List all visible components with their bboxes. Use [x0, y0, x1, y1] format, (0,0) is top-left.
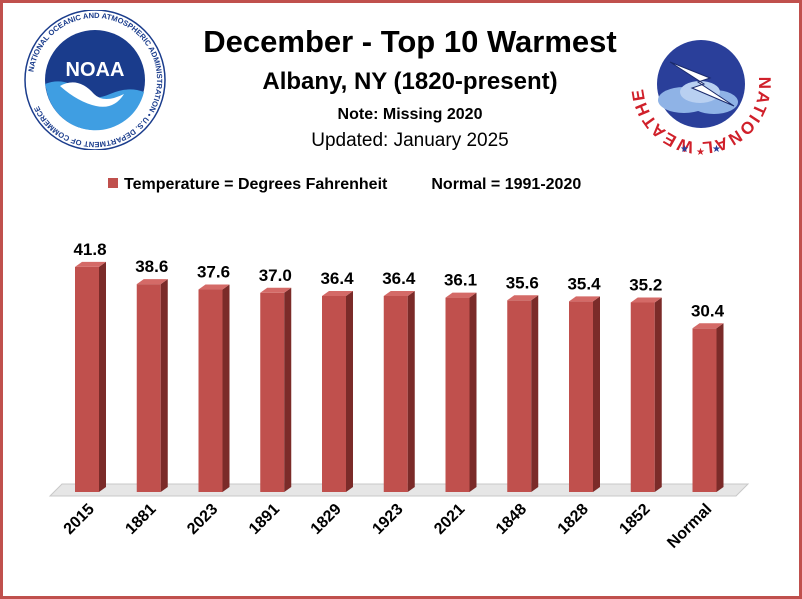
bar — [198, 284, 230, 492]
x-tick-label: 1829 — [308, 501, 345, 538]
bar — [569, 296, 600, 492]
bar-front — [198, 289, 223, 492]
x-tick-label: 2021 — [431, 501, 468, 538]
bar — [507, 295, 539, 492]
bar-side — [469, 292, 477, 492]
bar — [383, 290, 415, 492]
bar-front — [322, 295, 346, 492]
x-tick-label: 2023 — [184, 501, 221, 538]
x-tick-label: 2015 — [61, 501, 98, 538]
bar-value-label: 41.8 — [73, 240, 106, 259]
bar-front — [569, 301, 593, 492]
bar-top — [260, 287, 292, 293]
x-tick-label: Normal — [664, 501, 715, 552]
svg-text:★: ★ — [680, 144, 689, 155]
noaa-logo-graphic: NATIONAL OCEANIC AND ATMOSPHERIC ADMINIS… — [24, 9, 166, 151]
bar-value-label: 36.4 — [320, 269, 354, 288]
bar-top — [383, 290, 415, 296]
x-tick-label: 1881 — [122, 501, 159, 538]
bar-side — [531, 295, 539, 492]
x-tick-label: 1848 — [493, 501, 530, 538]
bar-value-label: 36.1 — [444, 271, 477, 290]
bar-value-label: 37.0 — [259, 266, 292, 285]
bar-top — [569, 296, 600, 302]
nws-logo-graphic: NATIONAL WEATHER SERVICE ★ ★ ★ — [615, 0, 773, 158]
bar-value-label: 35.6 — [506, 273, 539, 292]
x-tick-label: 1923 — [369, 501, 406, 538]
x-tick-label: 1852 — [616, 501, 653, 538]
chart-legend: Temperature = Degrees Fahrenheit Normal =… — [108, 176, 581, 194]
bar — [630, 297, 662, 492]
bar-side — [99, 261, 106, 492]
bar-side — [160, 279, 168, 492]
bar-top — [692, 323, 724, 329]
nws-logo: NATIONAL WEATHER SERVICE ★ ★ ★ — [615, 0, 780, 165]
bar-front — [260, 292, 285, 492]
svg-text:★: ★ — [712, 144, 721, 155]
legend-series-label: Temperature = Degrees Fahrenheit — [124, 176, 388, 193]
bar-front — [136, 284, 161, 492]
bar-value-label: 35.4 — [567, 274, 601, 293]
noaa-logo: NATIONAL OCEANIC AND ATMOSPHERIC ADMINIS… — [20, 9, 170, 155]
bar — [136, 279, 168, 492]
noaa-wordmark: NOAA — [66, 59, 125, 81]
bar-front — [75, 266, 99, 492]
bar-value-label: 38.6 — [135, 257, 168, 276]
bar — [322, 290, 353, 492]
bar — [692, 323, 724, 492]
x-tick-label: 1891 — [246, 501, 283, 538]
bar-side — [593, 296, 600, 492]
bar-side — [716, 323, 724, 492]
bar-top — [630, 297, 662, 303]
bar-value-label: 36.4 — [382, 269, 416, 288]
updated-date: Updated: January 2025 — [311, 130, 509, 151]
chart-note: Note: Missing 2020 — [337, 106, 483, 123]
bar-side — [346, 290, 353, 492]
bar-top — [198, 284, 230, 290]
bar-top — [445, 292, 477, 298]
bar-value-label: 35.2 — [629, 275, 662, 294]
bar-side — [284, 287, 292, 492]
legend-normal-label: Normal = 1991-2020 — [431, 176, 582, 193]
bar-value-label: 30.4 — [691, 301, 725, 320]
bar-front — [692, 328, 717, 492]
chart-title: December - Top 10 Warmest — [203, 24, 617, 59]
bar-top — [507, 295, 539, 301]
bar-front — [383, 295, 408, 492]
bar-side — [222, 284, 230, 492]
chart-subtitle: Albany, NY (1820-present) — [262, 68, 558, 95]
bar-top — [136, 279, 168, 285]
bar-top — [322, 290, 353, 296]
svg-text:★: ★ — [696, 147, 705, 158]
bar-top — [75, 261, 106, 267]
bar-front — [445, 297, 470, 492]
bar-front — [507, 300, 532, 492]
bar — [445, 292, 477, 492]
bar — [75, 261, 106, 492]
bar-side — [654, 297, 662, 492]
legend-swatch — [108, 178, 118, 188]
bar-front — [630, 302, 655, 492]
bar — [260, 287, 292, 492]
bar-value-label: 37.6 — [197, 263, 230, 282]
x-tick-label: 1828 — [555, 501, 592, 538]
bar-side — [407, 290, 415, 492]
